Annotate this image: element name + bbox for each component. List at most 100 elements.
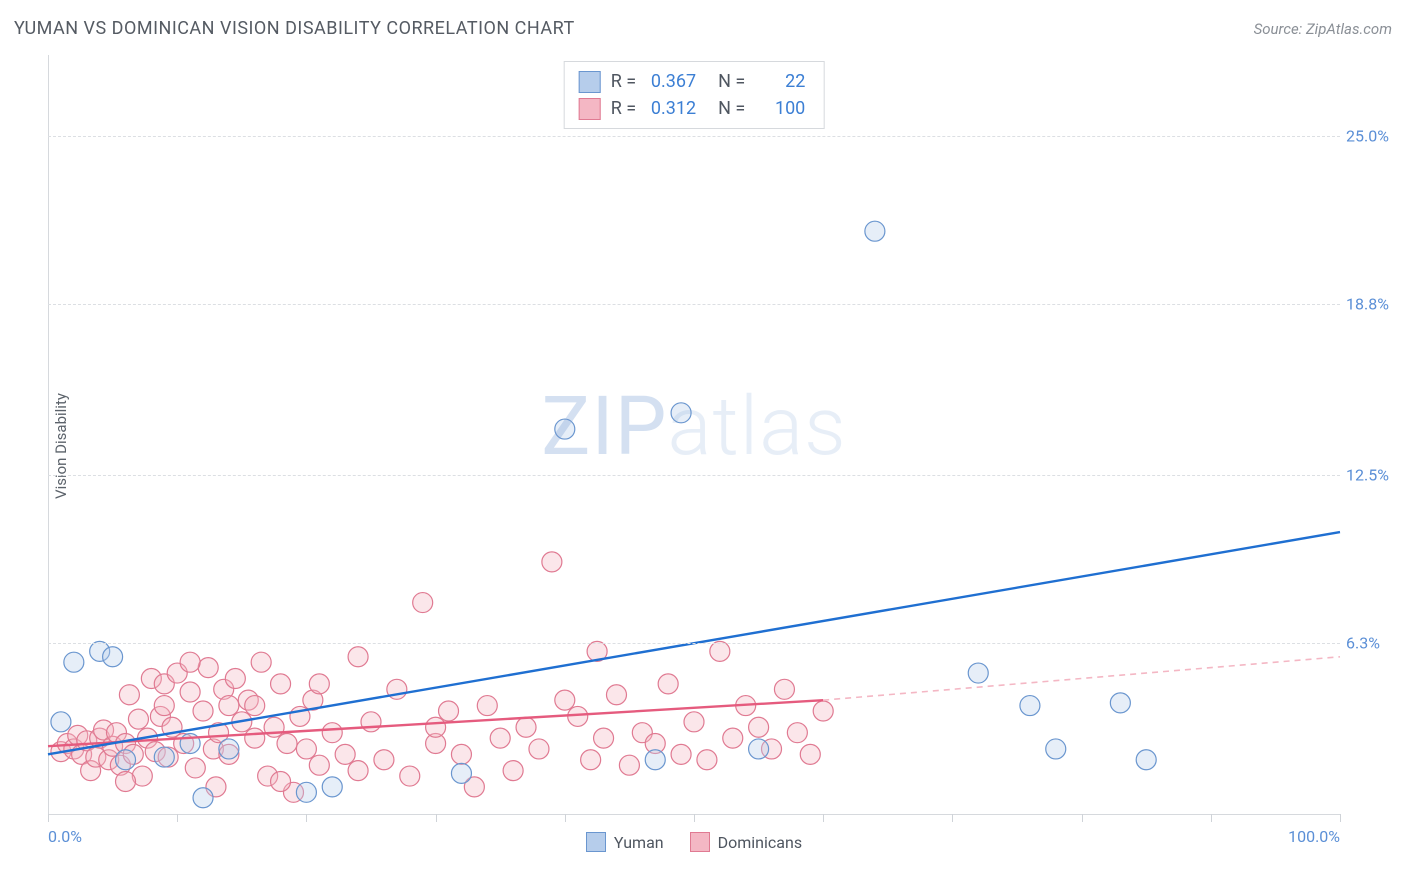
x-tick: [952, 814, 953, 822]
data-point: [271, 674, 291, 694]
legend-n-value: 22: [755, 68, 805, 95]
series-name: Dominicans: [718, 833, 802, 852]
legend-swatch: [690, 832, 710, 852]
data-point: [185, 758, 205, 778]
legend-r-value: 0.367: [646, 68, 696, 95]
data-point: [581, 750, 601, 770]
data-point: [1046, 739, 1066, 759]
data-point: [865, 221, 885, 241]
data-point: [568, 706, 588, 726]
x-tick: [48, 814, 49, 822]
data-point: [154, 747, 174, 767]
gridline: [48, 304, 1340, 305]
data-point: [619, 755, 639, 775]
data-point: [1020, 696, 1040, 716]
data-point: [225, 668, 245, 688]
data-point: [322, 723, 342, 743]
y-tick-label: 25.0%: [1346, 127, 1402, 146]
data-point: [671, 403, 691, 423]
data-point: [774, 679, 794, 699]
x-tick: [177, 814, 178, 822]
data-point: [348, 647, 368, 667]
data-point: [193, 701, 213, 721]
data-point: [710, 641, 730, 661]
data-point: [413, 593, 433, 613]
data-point: [645, 750, 665, 770]
data-point: [116, 771, 136, 791]
data-point: [245, 696, 265, 716]
data-point: [426, 717, 446, 737]
data-point: [296, 782, 316, 802]
data-point: [103, 647, 123, 667]
x-tick: [1082, 814, 1083, 822]
data-point: [697, 750, 717, 770]
data-point: [749, 717, 769, 737]
legend-n-label: N =: [718, 95, 745, 122]
series-legend: Yuman Dominicans: [48, 832, 1340, 852]
data-point: [594, 728, 614, 748]
series-legend-item: Yuman: [586, 832, 664, 852]
legend-row: R = 0.367 N = 22: [579, 68, 806, 95]
gridline: [48, 136, 1340, 137]
x-tick: [1211, 814, 1212, 822]
data-point: [451, 763, 471, 783]
chart-title: YUMAN VS DOMINICAN VISION DISABILITY COR…: [14, 18, 575, 39]
y-tick-label: 12.5%: [1346, 466, 1402, 485]
data-point: [154, 696, 174, 716]
data-point: [606, 685, 626, 705]
data-point: [322, 777, 342, 797]
data-point: [116, 750, 136, 770]
series-name: Yuman: [614, 833, 664, 852]
stats-legend: R = 0.367 N = 22 R = 0.312 N = 100: [564, 61, 825, 129]
data-point: [374, 750, 394, 770]
legend-swatch: [586, 832, 606, 852]
data-point: [749, 739, 769, 759]
data-point: [180, 652, 200, 672]
data-point: [529, 739, 549, 759]
data-point: [400, 766, 420, 786]
data-point: [813, 701, 833, 721]
data-point: [335, 744, 355, 764]
gridline: [48, 475, 1340, 476]
data-point: [180, 682, 200, 702]
data-point: [787, 723, 807, 743]
data-point: [271, 771, 291, 791]
source-attribution: Source: ZipAtlas.com: [1254, 20, 1392, 38]
trendline: [823, 657, 1340, 700]
data-point: [309, 755, 329, 775]
data-point: [503, 761, 523, 781]
data-point: [684, 712, 704, 732]
data-point: [245, 728, 265, 748]
data-point: [198, 658, 218, 678]
data-point: [555, 690, 575, 710]
data-point: [361, 712, 381, 732]
data-point: [439, 701, 459, 721]
data-point: [1110, 693, 1130, 713]
legend-n-value: 100: [755, 95, 805, 122]
x-tick: [436, 814, 437, 822]
data-point: [51, 712, 71, 732]
data-point: [219, 739, 239, 759]
data-point: [1136, 750, 1156, 770]
data-point: [968, 663, 988, 683]
legend-r-label: R =: [611, 68, 636, 95]
x-tick-label: 100.0%: [1288, 827, 1340, 846]
data-point: [477, 696, 497, 716]
data-point: [451, 744, 471, 764]
legend-row: R = 0.312 N = 100: [579, 95, 806, 122]
x-tick-label: 0.0%: [48, 827, 82, 846]
plot-area: ZIPatlas R = 0.367 N = 22 R = 0.312 N = …: [48, 55, 1340, 815]
data-point: [64, 652, 84, 672]
data-point: [516, 717, 536, 737]
data-point: [658, 674, 678, 694]
data-point: [723, 728, 743, 748]
legend-n-label: N =: [718, 68, 745, 95]
data-point: [251, 652, 271, 672]
data-point: [277, 734, 297, 754]
data-point: [800, 744, 820, 764]
data-point: [542, 552, 562, 572]
data-point: [128, 709, 148, 729]
y-tick-label: 6.3%: [1346, 634, 1402, 653]
data-point: [193, 788, 213, 808]
legend-swatch: [579, 71, 601, 93]
